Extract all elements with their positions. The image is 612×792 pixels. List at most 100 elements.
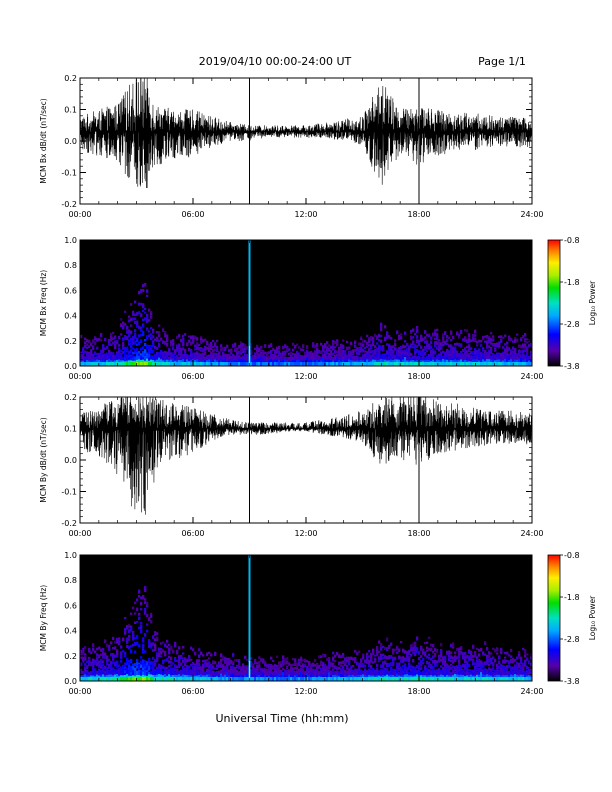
- spectrogram-cell: [172, 677, 175, 681]
- spectrogram-cell: [362, 362, 365, 366]
- spectrogram-cell: [86, 339, 89, 343]
- spectrogram-cell: [404, 351, 407, 356]
- spectrogram-cell: [428, 677, 431, 681]
- spectrogram-cell: [382, 362, 385, 366]
- spectrogram-cell: [398, 671, 401, 676]
- spectrogram-cell: [262, 659, 265, 662]
- spectrogram-cell: [498, 357, 501, 362]
- spectrogram-cell: [328, 352, 331, 356]
- spectrogram-cell: [362, 664, 365, 668]
- spectrogram-cell: [92, 677, 95, 681]
- spectrogram-cell: [156, 632, 159, 635]
- spectrogram-cell: [106, 662, 109, 666]
- spectrogram-cell: [134, 300, 137, 304]
- spectrogram-cell: [270, 666, 273, 669]
- spectrogram-cell: [188, 362, 191, 366]
- spectrogram-cell: [414, 351, 417, 355]
- spectrogram-cell: [234, 362, 237, 366]
- spectrogram-cell: [352, 664, 355, 668]
- spectrogram-cell: [138, 595, 141, 598]
- spectrogram-cell: [200, 666, 203, 669]
- spectrogram-cell: [128, 659, 131, 663]
- spectrogram-cell: [254, 668, 257, 672]
- spectrogram-cell: [424, 346, 427, 349]
- spectrogram-cell: [260, 354, 263, 358]
- spectrogram-cell: [474, 334, 477, 337]
- spectrogram-cell: [408, 662, 411, 666]
- spectrogram-cell: [370, 670, 373, 675]
- spectrogram-cell: [158, 362, 161, 366]
- spectrogram-cell: [186, 668, 189, 672]
- spectrogram-cell: [232, 666, 235, 669]
- spectrogram-cell: [148, 640, 151, 643]
- spectrogram-cell: [302, 668, 305, 671]
- spectrogram-cell: [148, 665, 151, 669]
- spectrogram-cell: [144, 355, 147, 360]
- spectrogram-cell: [218, 670, 221, 674]
- spectrogram-cell: [372, 340, 375, 344]
- spectrogram-cell: [472, 357, 475, 362]
- spectrogram-cell: [88, 345, 91, 348]
- spectrogram-cell: [390, 656, 393, 659]
- spectrogram-cell: [128, 350, 131, 354]
- spectrogram-cell: [110, 669, 113, 673]
- spectrogram-cell: [166, 351, 169, 355]
- spectrogram-cell: [214, 353, 217, 356]
- spectrogram-cell: [312, 671, 315, 675]
- x-tick-label: 06:00: [181, 529, 204, 538]
- spectrogram-cell: [156, 362, 159, 366]
- spectrogram-cell: [488, 345, 491, 349]
- spectrogram-cell: [192, 667, 195, 670]
- spectrogram-cell: [128, 664, 131, 669]
- spectrogram-cell: [488, 340, 491, 344]
- spectrogram-cell: [432, 350, 435, 354]
- spectrogram-cell: [350, 670, 353, 674]
- spectrogram-cell: [468, 340, 471, 343]
- spectrogram-cell: [380, 669, 383, 672]
- spectrogram-cell: [386, 647, 389, 651]
- spectrogram-cell: [98, 338, 101, 341]
- spectrogram-cell: [194, 665, 197, 668]
- spectrogram-cell: [392, 664, 395, 667]
- spectrogram-cell: [504, 357, 507, 362]
- spectrogram-cell: [180, 352, 183, 356]
- spectrogram-cell: [400, 671, 403, 676]
- spectrogram-cell: [318, 655, 321, 659]
- spectrogram-cell: [376, 651, 379, 654]
- spectrogram-cell: [94, 671, 97, 675]
- spectrogram-cell: [520, 344, 523, 349]
- spectrogram-cell: [312, 352, 315, 355]
- spectrogram-cell: [432, 349, 435, 352]
- spectrogram-cell: [322, 663, 325, 667]
- spectrogram-cell: [378, 344, 381, 348]
- spectrogram-cell: [128, 352, 131, 356]
- spectrogram-cell: [152, 331, 155, 334]
- spectrogram-cell: [134, 663, 137, 667]
- spectrogram-cell: [408, 671, 411, 676]
- spectrogram-cell: [172, 362, 175, 366]
- spectrogram-cell: [380, 334, 383, 337]
- spectrogram-cell: [352, 657, 355, 661]
- spectrogram-cell: [118, 347, 121, 352]
- spectrogram-cell: [322, 671, 325, 674]
- spectrogram-cell: [366, 334, 369, 338]
- spectrogram-cell: [148, 345, 151, 350]
- spectrogram-cell: [190, 658, 193, 661]
- spectrogram-cell: [152, 349, 155, 354]
- spectrogram-cell: [320, 667, 323, 672]
- spectrogram-cell: [420, 334, 423, 339]
- spectrogram-cell: [342, 677, 345, 681]
- spectrogram-cell: [362, 339, 365, 344]
- spectrogram-cell: [452, 346, 455, 351]
- spectrogram-cell: [342, 352, 345, 356]
- spectrogram-cell: [88, 356, 91, 361]
- spectrogram-cell: [380, 345, 383, 349]
- spectrogram-cell: [266, 668, 269, 672]
- spectrogram-cell: [412, 362, 415, 366]
- spectrogram-cell: [412, 666, 415, 670]
- spectrogram-cell: [172, 662, 175, 665]
- spectrogram-cell: [372, 648, 375, 652]
- spectrogram-cell: [176, 668, 179, 672]
- spectrogram-cell: [266, 664, 269, 668]
- spectrogram-cell: [212, 670, 215, 673]
